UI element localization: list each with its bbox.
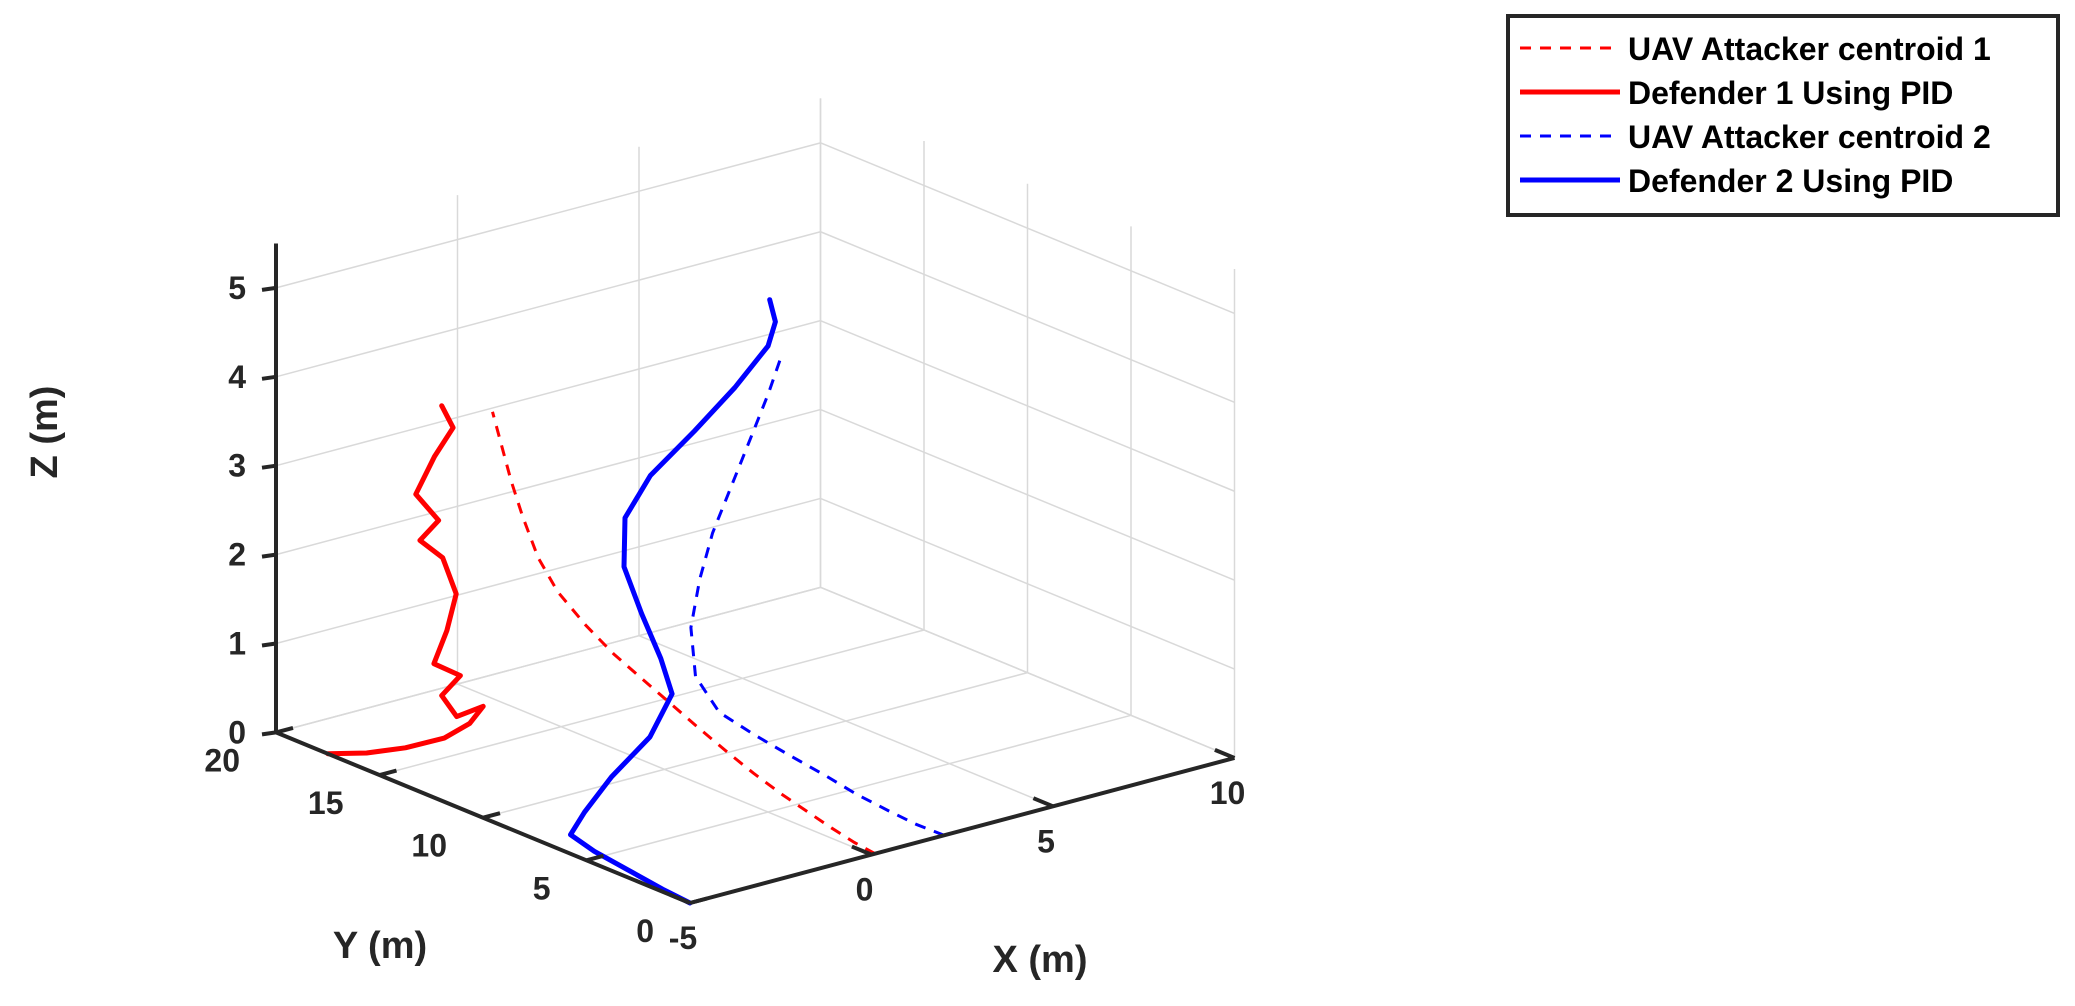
grid-line-backwall-z [275, 408, 821, 556]
y-tick-mark [482, 811, 501, 820]
z-tick-label: 2 [228, 537, 246, 573]
series-line-2 [325, 403, 486, 757]
y-tick-label: 0 [636, 913, 654, 949]
legend-label-2: Defender 1 Using PID [1628, 75, 1953, 111]
grid-line-sidewall-z [820, 142, 1235, 315]
grid-line-backwall-z [275, 497, 821, 645]
grid-line-backwall-z [275, 586, 821, 734]
grid-line-backwall-z [275, 319, 821, 467]
z-tick-label: 1 [228, 626, 246, 662]
x-axis-label: X (m) [993, 939, 1088, 981]
x-tick-label: -5 [669, 920, 697, 956]
plot-area [325, 297, 945, 906]
grid-line-sidewall-z [820, 586, 1235, 759]
y-tick-mark [689, 896, 708, 905]
legend: UAV Attacker centroid 1 Defender 1 Using … [1506, 14, 2060, 217]
y-tick-label: 15 [308, 785, 344, 821]
z-tick-label: 3 [228, 448, 246, 484]
x-tick-mark [669, 893, 691, 905]
z-tick-mark [261, 730, 277, 737]
y-tick-label: 20 [204, 742, 240, 778]
grid-lines [275, 98, 1236, 904]
series-line-1 [491, 411, 876, 856]
y-tick-label: 10 [411, 828, 447, 864]
y-tick-mark [585, 853, 605, 863]
z-tick-label: 4 [228, 359, 246, 395]
z-tick-mark [261, 374, 277, 381]
grid-line-backwall-z [275, 142, 821, 289]
y-tick-mark [378, 768, 398, 777]
z-tick-mark [261, 285, 277, 292]
x-tick-label: 10 [1210, 775, 1246, 811]
x-axis-line [689, 756, 1236, 905]
series-line-4 [568, 297, 778, 906]
z-axis-label: Z (m) [24, 386, 66, 479]
y-tick-mark [275, 725, 294, 735]
z-tick-label: 5 [228, 270, 246, 306]
z-tick-mark [261, 641, 277, 648]
legend-label-3: UAV Attacker centroid 2 [1628, 119, 1991, 155]
grid-line-backwall-z [275, 231, 821, 378]
grid-line-sidewall-z [820, 319, 1235, 492]
x-tick-mark [1032, 796, 1054, 809]
x-tick-mark [851, 844, 873, 857]
x-tick-label: 0 [856, 872, 874, 908]
grid-line-sidewall-z [820, 231, 1235, 404]
legend-label-1: UAV Attacker centroid 1 [1628, 31, 1991, 67]
z-tick-label: 0 [228, 714, 246, 750]
grid-line-floor-y [379, 629, 925, 776]
x-tick-label: 5 [1037, 823, 1055, 859]
grid-line-floor-y [482, 671, 1028, 819]
x-tick-mark [1214, 748, 1236, 760]
legend-label-4: Defender 2 Using PID [1628, 163, 1953, 199]
legend-items: UAV Attacker centroid 1 Defender 1 Using … [1520, 31, 1991, 199]
y-tick-label: 5 [533, 870, 551, 906]
z-tick-mark [261, 552, 277, 559]
grid-line-sidewall-z [820, 497, 1235, 670]
series-line-3 [689, 354, 945, 837]
z-tick-mark [261, 463, 277, 470]
y-axis-label: Y (m) [333, 925, 427, 967]
grid-line-floor-y [586, 714, 1132, 862]
grid-line-sidewall-z [820, 408, 1235, 581]
